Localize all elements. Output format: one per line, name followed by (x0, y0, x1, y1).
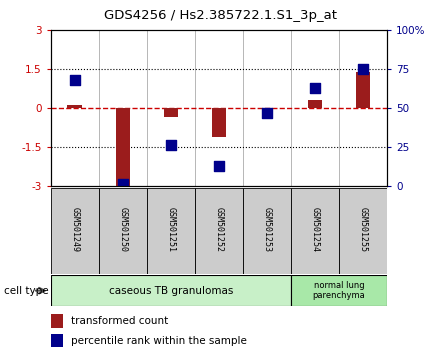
Bar (67, 105, 82, 108)
Bar (164, 108, 178, 117)
Text: GSM501250: GSM501250 (118, 207, 127, 252)
Bar (308, 100, 322, 108)
Bar (116, 108, 130, 186)
Bar (260, 108, 274, 109)
Text: GSM501251: GSM501251 (166, 207, 175, 252)
Text: GSM501254: GSM501254 (311, 207, 319, 252)
Text: GSM501253: GSM501253 (263, 207, 271, 252)
Point (167, 143, 174, 148)
Text: GSM501252: GSM501252 (214, 207, 224, 252)
Text: GDS4256 / Hs2.385722.1.S1_3p_at: GDS4256 / Hs2.385722.1.S1_3p_at (103, 9, 337, 22)
Bar (356, 72, 370, 108)
Point (216, 163, 223, 169)
Bar (99, 188, 147, 274)
Text: percentile rank within the sample: percentile rank within the sample (71, 336, 247, 346)
Text: GSM501255: GSM501255 (359, 207, 368, 252)
Bar (195, 188, 243, 274)
Bar (291, 188, 339, 274)
Point (71, 77, 78, 83)
Bar (51, 188, 99, 274)
Point (359, 66, 367, 72)
Bar (51, 275, 291, 306)
Bar (51, 334, 63, 347)
Text: transformed count: transformed count (71, 316, 169, 326)
Bar (339, 188, 387, 274)
Text: normal lung
parenchyma: normal lung parenchyma (313, 281, 366, 300)
Point (264, 110, 271, 115)
Bar (212, 108, 226, 137)
Bar (51, 314, 63, 328)
Bar (291, 275, 387, 306)
Text: GSM501249: GSM501249 (70, 207, 79, 252)
Point (312, 85, 319, 91)
Bar (147, 188, 195, 274)
Text: cell type: cell type (4, 286, 49, 296)
Bar (243, 188, 291, 274)
Text: caseous TB granulomas: caseous TB granulomas (109, 286, 233, 296)
Point (119, 182, 126, 187)
